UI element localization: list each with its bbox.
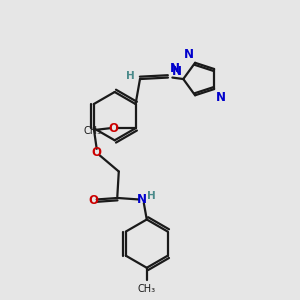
Text: N: N (216, 91, 226, 103)
Text: N: N (137, 193, 147, 206)
Text: O: O (88, 194, 98, 207)
Text: H: H (126, 71, 135, 81)
Text: N: N (184, 48, 194, 61)
Text: N: N (172, 64, 182, 78)
Text: CH₃: CH₃ (84, 126, 102, 136)
Text: O: O (109, 122, 118, 135)
Text: H: H (147, 191, 156, 201)
Text: O: O (92, 146, 102, 159)
Text: N: N (169, 61, 179, 75)
Text: CH₃: CH₃ (138, 284, 156, 294)
